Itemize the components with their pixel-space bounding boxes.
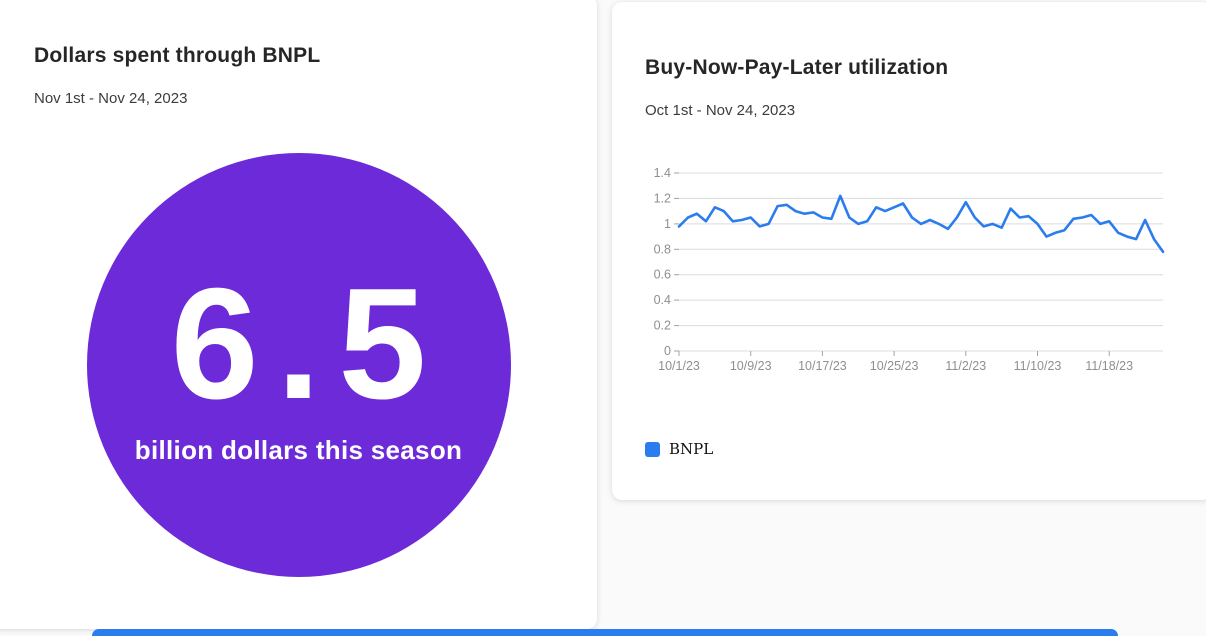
big-number-circle: 6.5 billion dollars this season	[86, 153, 511, 577]
legend-swatch-icon	[645, 441, 660, 457]
svg-text:10/1/23: 10/1/23	[658, 359, 700, 373]
card-title-dollars-spent: Dollars spent through BNPL	[34, 44, 321, 67]
svg-text:0.6: 0.6	[654, 268, 671, 282]
svg-text:1: 1	[664, 217, 671, 231]
svg-text:0.4: 0.4	[654, 293, 671, 307]
svg-text:11/10/23: 11/10/23	[1014, 359, 1062, 373]
svg-text:10/17/23: 10/17/23	[798, 359, 847, 373]
utilization-chart-area: 0 0.2 0.4 0.6 0.8 1 1.2 1.4 10/1/23 10/9/23 10/17/…	[645, 159, 1182, 384]
chart-legend-item-bnpl[interactable]: BNPL	[645, 440, 1182, 458]
utilization-line-chart: 0 0.2 0.4 0.6 0.8 1 1.2 1.4 10/1/23 10/9/23 10/17/…	[654, 166, 1165, 373]
big-number-caption: billion dollars this season	[134, 434, 463, 465]
svg-text:11/18/23: 11/18/23	[1085, 359, 1133, 373]
bnpl-dollars-card: Dollars spent through BNPL Nov 1st - Nov…	[0, 0, 597, 629]
svg-text:10/9/23: 10/9/23	[730, 359, 772, 373]
svg-text:1.4: 1.4	[654, 166, 671, 180]
big-number-value: 6.5	[170, 255, 445, 432]
bnpl-utilization-card: Buy-Now-Pay-Later utilization Oct 1st - …	[612, 2, 1206, 500]
svg-text:0.2: 0.2	[654, 319, 671, 333]
bottom-blue-strip	[92, 629, 1118, 636]
svg-text:0.8: 0.8	[654, 242, 671, 256]
svg-text:11/2/23: 11/2/23	[945, 359, 986, 373]
date-range-left: Nov 1st - Nov 24, 2023	[34, 90, 188, 107]
svg-text:0: 0	[664, 344, 671, 358]
svg-text:1.2: 1.2	[654, 191, 671, 205]
card-title-utilization: Buy-Now-Pay-Later utilization	[645, 56, 949, 79]
date-range-right: Oct 1st - Nov 24, 2023	[645, 102, 796, 119]
legend-label: BNPL	[669, 440, 714, 458]
svg-text:10/25/23: 10/25/23	[870, 359, 919, 373]
